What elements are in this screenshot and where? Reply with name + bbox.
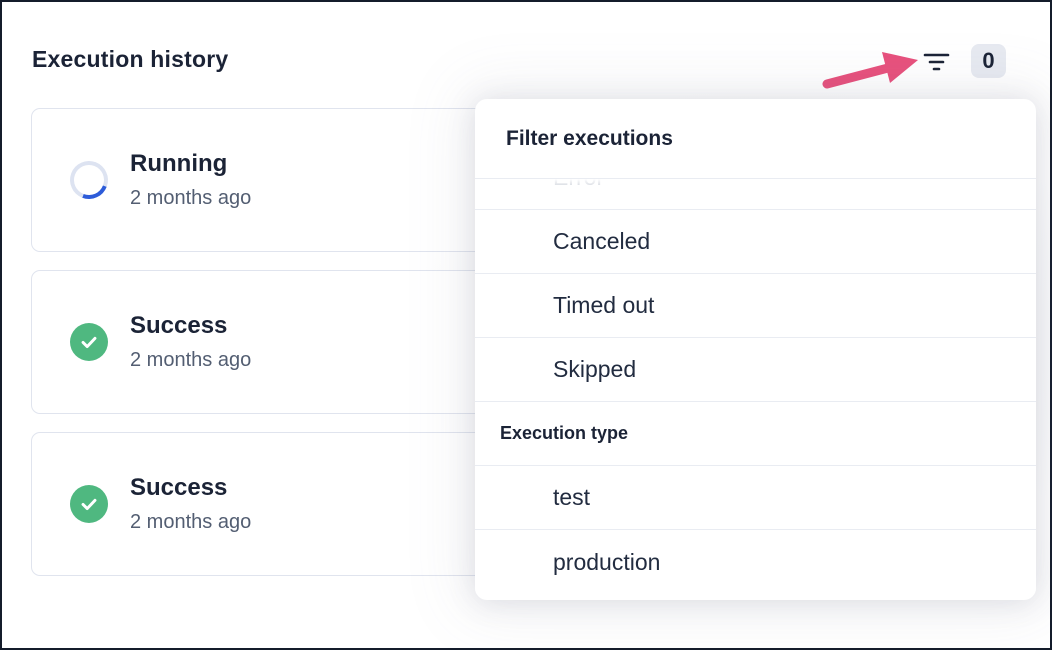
check-circle-icon [70,485,108,523]
filter-option-timed-out[interactable]: Timed out [475,274,1036,338]
check-circle-icon [70,323,108,361]
filter-option-canceled[interactable]: Canceled [475,210,1036,274]
filter-executions-popover: Filter executions Error Canceled Timed o… [475,99,1036,600]
execution-time-label: 2 months ago [130,187,252,209]
filter-option-error[interactable]: Error [475,179,1036,210]
filter-option-production[interactable]: production [475,530,1036,594]
filter-count-badge[interactable]: 0 [971,44,1006,78]
filter-executions-button[interactable] [920,47,952,77]
filter-options-list[interactable]: Error Canceled Timed out Skipped Executi… [475,179,1036,599]
filter-option-skipped[interactable]: Skipped [475,338,1036,402]
popover-title: Filter executions [475,99,1036,179]
execution-time-label: 2 months ago [130,349,252,371]
filter-lines-icon [923,53,949,70]
pink-arrow-annotation [822,52,918,89]
execution-status-label: Success [130,474,228,501]
execution-time-label: 2 months ago [130,511,252,533]
filter-option-test[interactable]: test [475,466,1036,530]
execution-status-label: Running [130,150,228,177]
page-title: Execution history [32,46,229,72]
spinner-icon [63,154,115,206]
execution-type-section-header: Execution type [475,402,1036,466]
execution-status-label: Success [130,312,228,339]
